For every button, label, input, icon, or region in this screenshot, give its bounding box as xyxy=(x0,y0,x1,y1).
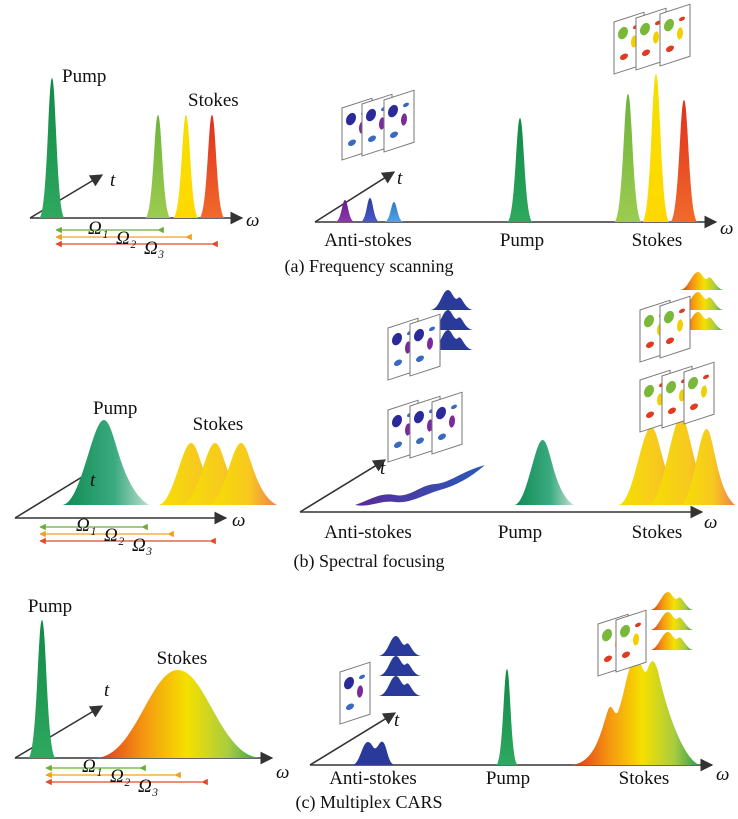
omega-label: ω xyxy=(232,510,245,531)
panel-b: Pump Stokes t ω Ω₁ Ω₂ Ω₃ Anti-stokes Pum… xyxy=(15,272,735,572)
spectrum xyxy=(378,656,422,676)
t-label: t xyxy=(380,458,386,479)
anti-stokes-label: Anti-stokes xyxy=(324,230,412,251)
stokes-peak xyxy=(199,115,225,218)
shift-label: Ω₂ xyxy=(104,525,125,546)
anti-stokes-peak xyxy=(384,202,404,222)
stokes-peak xyxy=(614,94,642,222)
omega-label: ω xyxy=(276,762,289,783)
spectrum xyxy=(650,612,694,630)
stokes-label: Stokes xyxy=(619,768,670,789)
caption: (a) Frequency scanning xyxy=(285,256,454,277)
spectrum xyxy=(430,290,474,310)
pump-label: Pump xyxy=(62,66,106,87)
t-label: t xyxy=(110,170,116,191)
caption: (b) Spectral focusing xyxy=(294,551,445,572)
stokes-peak xyxy=(572,660,700,765)
t-axis xyxy=(15,706,102,758)
pump-peak xyxy=(62,420,149,505)
anti-stokes-peak xyxy=(335,200,355,222)
omega-label: ω xyxy=(720,218,733,239)
caption: (c) Multiplex CARS xyxy=(296,792,443,813)
stokes-peak xyxy=(642,74,670,222)
anti-stokes-label: Anti-stokes xyxy=(324,522,412,543)
spectrum xyxy=(650,632,694,650)
image-frame xyxy=(684,362,714,424)
shift-label: Ω₁ xyxy=(88,218,108,239)
stokes-label: Stokes xyxy=(193,414,244,435)
stokes-peak xyxy=(95,670,262,758)
pump-label: Pump xyxy=(93,398,137,419)
pump-label: Pump xyxy=(486,768,530,789)
anti-stokes-peak xyxy=(352,742,395,765)
t-label: t xyxy=(394,710,400,731)
pump-peak xyxy=(28,620,56,758)
pump-peak xyxy=(39,78,65,218)
t-label: t xyxy=(104,680,110,701)
pump-peak xyxy=(514,440,574,505)
t-axis xyxy=(30,175,102,218)
pump-peak xyxy=(496,669,518,765)
omega-label: ω xyxy=(716,764,729,785)
shift-label: Ω₁ xyxy=(82,756,102,777)
stokes-label: Stokes xyxy=(188,90,239,111)
image-frame xyxy=(384,90,414,152)
stokes-label: Stokes xyxy=(632,522,683,543)
image-frame xyxy=(660,296,690,358)
image-frame xyxy=(410,314,440,376)
t-label: t xyxy=(90,470,96,491)
t-label: t xyxy=(397,168,403,189)
pump-label: Pump xyxy=(498,522,542,543)
stokes-label: Stokes xyxy=(632,230,683,251)
shift-label: Ω₂ xyxy=(116,228,137,249)
image-frame xyxy=(340,662,370,724)
spectrum xyxy=(650,592,694,610)
t-axis xyxy=(315,172,394,222)
omega-label: ω xyxy=(704,512,717,533)
spectrum xyxy=(378,636,422,656)
stokes-peak xyxy=(670,100,698,222)
image-frame xyxy=(432,392,462,454)
spectrum xyxy=(680,272,724,290)
anti-stokes-signal xyxy=(355,465,485,506)
shift-label: Ω₃ xyxy=(132,535,152,556)
anti-stokes-label: Anti-stokes xyxy=(329,768,417,789)
panel-c: Pump Stokes t ω Ω₁ Ω₂ Ω₃ Anti-stokes Pum… xyxy=(15,592,729,813)
pump-peak xyxy=(507,118,533,222)
stokes-peak xyxy=(173,115,199,218)
image-frame xyxy=(616,610,646,672)
pump-label: Pump xyxy=(28,596,72,617)
anti-stokes-peak xyxy=(360,198,380,222)
stokes-label: Stokes xyxy=(157,648,208,669)
spectrum xyxy=(378,676,422,696)
omega-label: ω xyxy=(246,210,259,231)
image-frame xyxy=(660,4,690,66)
shift-label: Ω₃ xyxy=(138,776,158,797)
shift-label: Ω₁ xyxy=(76,515,96,536)
panel-a: Pump Stokes t ω Ω₁ Ω₂ Ω₃ Anti-stokes Pum… xyxy=(30,4,733,277)
shift-label: Ω₂ xyxy=(110,766,131,787)
figure: Pump Stokes t ω Ω₁ Ω₂ Ω₃ Anti-stokes Pum… xyxy=(0,0,738,819)
shift-label: Ω₃ xyxy=(144,238,164,259)
pump-label: Pump xyxy=(500,230,544,251)
stokes-peak xyxy=(145,115,171,218)
